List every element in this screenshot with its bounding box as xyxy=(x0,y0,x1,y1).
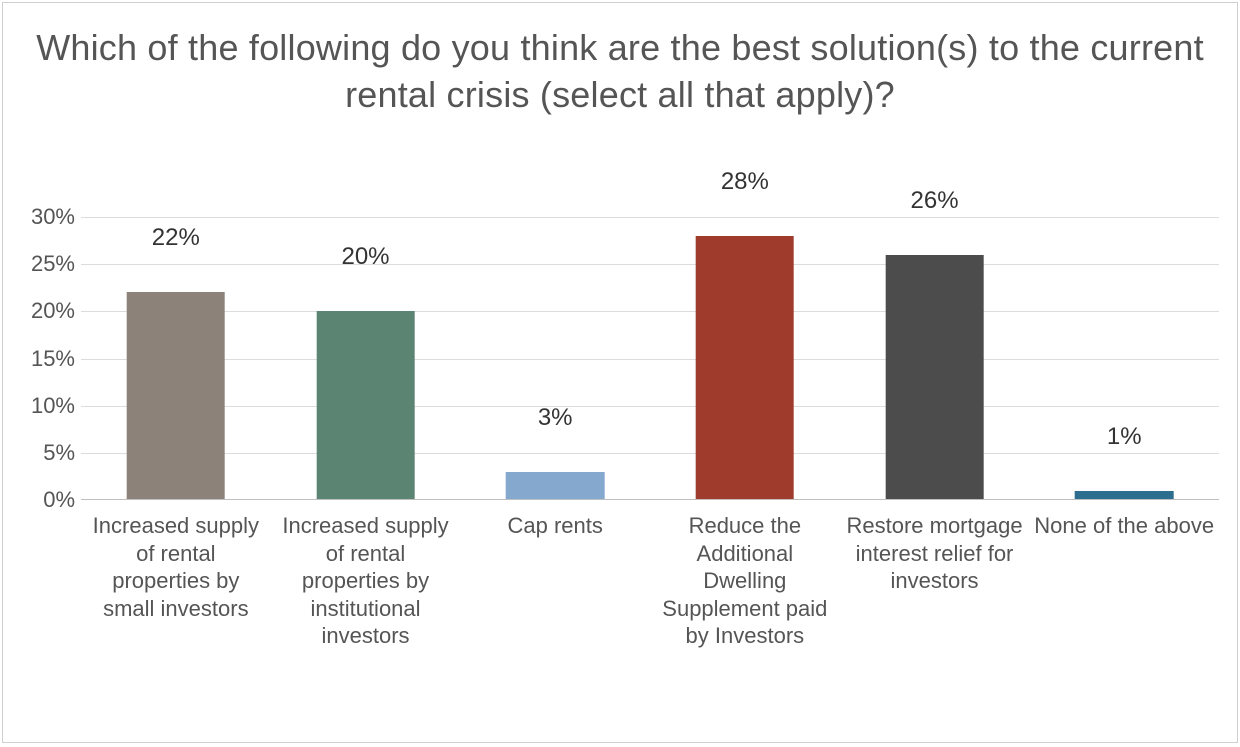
bar-slot: 20% xyxy=(271,217,461,500)
y-tick-label: 10% xyxy=(19,393,75,419)
chart-frame: Which of the following do you think are … xyxy=(2,2,1238,743)
bar xyxy=(316,311,415,500)
y-tick-label: 20% xyxy=(19,298,75,324)
category-label: Increased supply of rental properties by… xyxy=(271,512,461,732)
category-label: Increased supply of rental properties by… xyxy=(81,512,271,732)
y-axis: 0%5%10%15%20%25%30% xyxy=(19,217,75,500)
bar-value-label: 1% xyxy=(1107,423,1142,457)
bar-value-label: 26% xyxy=(910,187,958,221)
bar xyxy=(696,236,795,500)
bars-container: 22% 20% 3% 28%26% 1% xyxy=(81,217,1219,500)
bar xyxy=(506,472,605,500)
bar-value-label: 28% xyxy=(721,168,769,202)
category-label: Reduce the Additional Dwelling Supplemen… xyxy=(650,512,840,732)
category-label: Cap rents xyxy=(460,512,650,732)
y-tick-label: 15% xyxy=(19,346,75,372)
bar-value-label: 22% xyxy=(152,224,200,258)
x-axis-baseline xyxy=(81,499,1219,500)
bar-slot: 26% xyxy=(840,217,1030,500)
x-axis-labels: Increased supply of rental properties by… xyxy=(81,512,1219,732)
bar-slot: 22% xyxy=(81,217,271,500)
bar xyxy=(127,292,226,500)
bar-slot: 1% xyxy=(1029,217,1219,500)
bar-slot: 3% xyxy=(460,217,650,500)
y-tick-label: 0% xyxy=(19,487,75,513)
category-label: Restore mortgage interest relief for inv… xyxy=(840,512,1030,732)
bar-slot: 28% xyxy=(650,217,840,500)
category-label: None of the above xyxy=(1029,512,1219,732)
bar-value-label: 3% xyxy=(538,404,573,438)
bar xyxy=(885,255,984,500)
plot-area: 0%5%10%15%20%25%30% 22%20%3%28%26%1% xyxy=(81,217,1219,500)
bar-value-label: 20% xyxy=(341,243,389,277)
y-tick-label: 30% xyxy=(19,204,75,230)
y-tick-label: 25% xyxy=(19,251,75,277)
y-tick-label: 5% xyxy=(19,440,75,466)
chart-title: Which of the following do you think are … xyxy=(3,25,1237,119)
